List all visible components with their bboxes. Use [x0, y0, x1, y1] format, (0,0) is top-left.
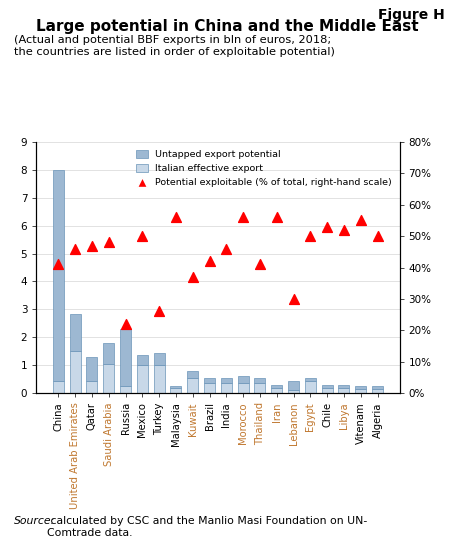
Bar [271, 385, 282, 388]
Bar [187, 371, 198, 378]
Bar [53, 381, 64, 393]
Bar [103, 343, 114, 364]
Point [189, 272, 196, 281]
Text: (Actual and potential BBF exports in bln of euros, 2018;
the countries are liste: (Actual and potential BBF exports in bln… [14, 35, 335, 57]
Bar [254, 383, 266, 393]
Text: calculated by CSC and the Manlio Masi Foundation on UN-
Comtrade data.: calculated by CSC and the Manlio Masi Fo… [47, 516, 367, 538]
Bar [204, 378, 215, 383]
Point [223, 244, 230, 253]
Text: Figure H: Figure H [378, 8, 445, 22]
Point [374, 232, 381, 240]
Bar [339, 385, 350, 388]
Bar [288, 390, 299, 393]
Bar [204, 383, 215, 393]
Point [324, 222, 331, 231]
Bar [170, 386, 182, 388]
Bar [355, 386, 366, 389]
Point [172, 213, 179, 222]
Bar [120, 386, 131, 393]
Point [54, 260, 62, 269]
Point [105, 238, 112, 247]
Bar [305, 381, 316, 393]
Bar [355, 389, 366, 393]
Bar [53, 170, 64, 381]
Text: Source:: Source: [14, 516, 55, 526]
Bar [221, 383, 232, 393]
Point [71, 244, 79, 253]
Bar [153, 353, 164, 365]
Bar [120, 329, 131, 386]
Point [138, 232, 146, 240]
Legend: Untapped export potential, Italian effective export, Potential exploitable (% of: Untapped export potential, Italian effec… [133, 147, 395, 190]
Bar [372, 386, 383, 389]
Bar [103, 364, 114, 393]
Bar [372, 389, 383, 393]
Bar [237, 383, 249, 393]
Bar [69, 351, 80, 393]
Bar [221, 378, 232, 383]
Bar [187, 378, 198, 393]
Bar [153, 365, 164, 393]
Bar [86, 357, 97, 381]
Point [88, 241, 95, 250]
Bar [86, 381, 97, 393]
Bar [69, 313, 80, 351]
Bar [237, 376, 249, 383]
Bar [288, 381, 299, 390]
Bar [137, 355, 148, 365]
Point [273, 213, 281, 222]
Text: Large potential in China and the Middle East: Large potential in China and the Middle … [36, 19, 418, 34]
Point [206, 257, 213, 265]
Point [290, 294, 297, 303]
Bar [170, 388, 182, 393]
Point [240, 213, 247, 222]
Point [307, 232, 314, 240]
Bar [305, 378, 316, 381]
Point [155, 307, 163, 316]
Point [357, 216, 365, 225]
Bar [271, 388, 282, 393]
Bar [137, 365, 148, 393]
Bar [254, 378, 266, 383]
Bar [339, 388, 350, 393]
Point [340, 225, 348, 234]
Point [122, 319, 129, 328]
Bar [322, 388, 333, 393]
Point [257, 260, 264, 269]
Bar [322, 385, 333, 388]
